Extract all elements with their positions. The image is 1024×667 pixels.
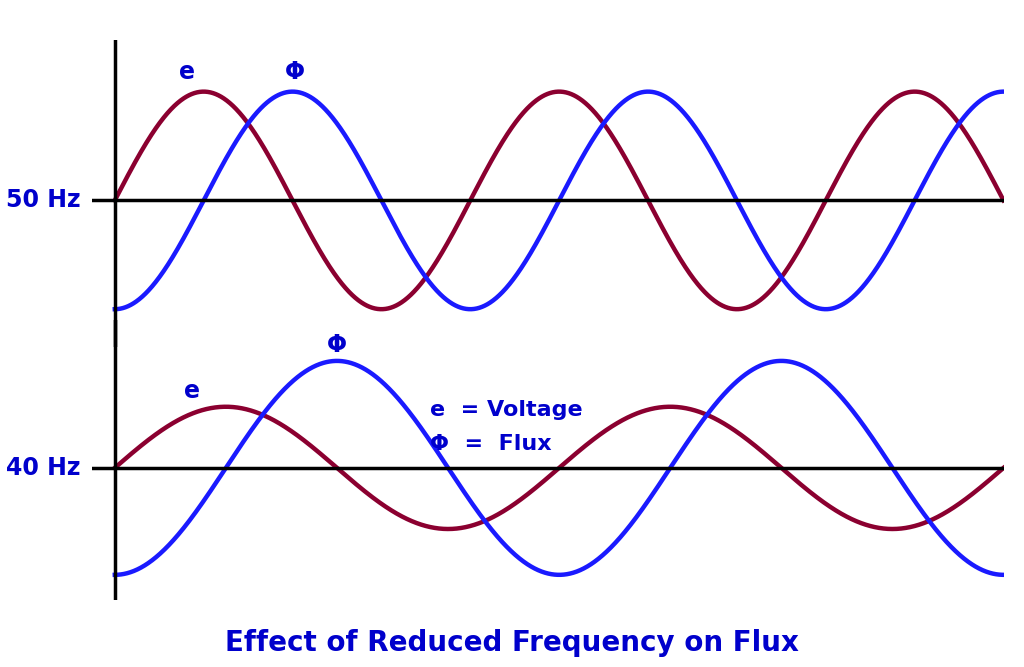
Text: Φ: Φ xyxy=(286,60,305,84)
Text: 50 Hz: 50 Hz xyxy=(6,188,81,212)
Text: Effect of Reduced Frequency on Flux: Effect of Reduced Frequency on Flux xyxy=(225,629,799,657)
Text: 40 Hz: 40 Hz xyxy=(6,456,81,480)
Text: e  = Voltage: e = Voltage xyxy=(430,400,583,420)
Text: Φ  =  Flux: Φ = Flux xyxy=(430,434,552,454)
Text: e: e xyxy=(179,60,195,84)
Text: e: e xyxy=(184,379,200,403)
Text: Φ: Φ xyxy=(327,333,347,357)
